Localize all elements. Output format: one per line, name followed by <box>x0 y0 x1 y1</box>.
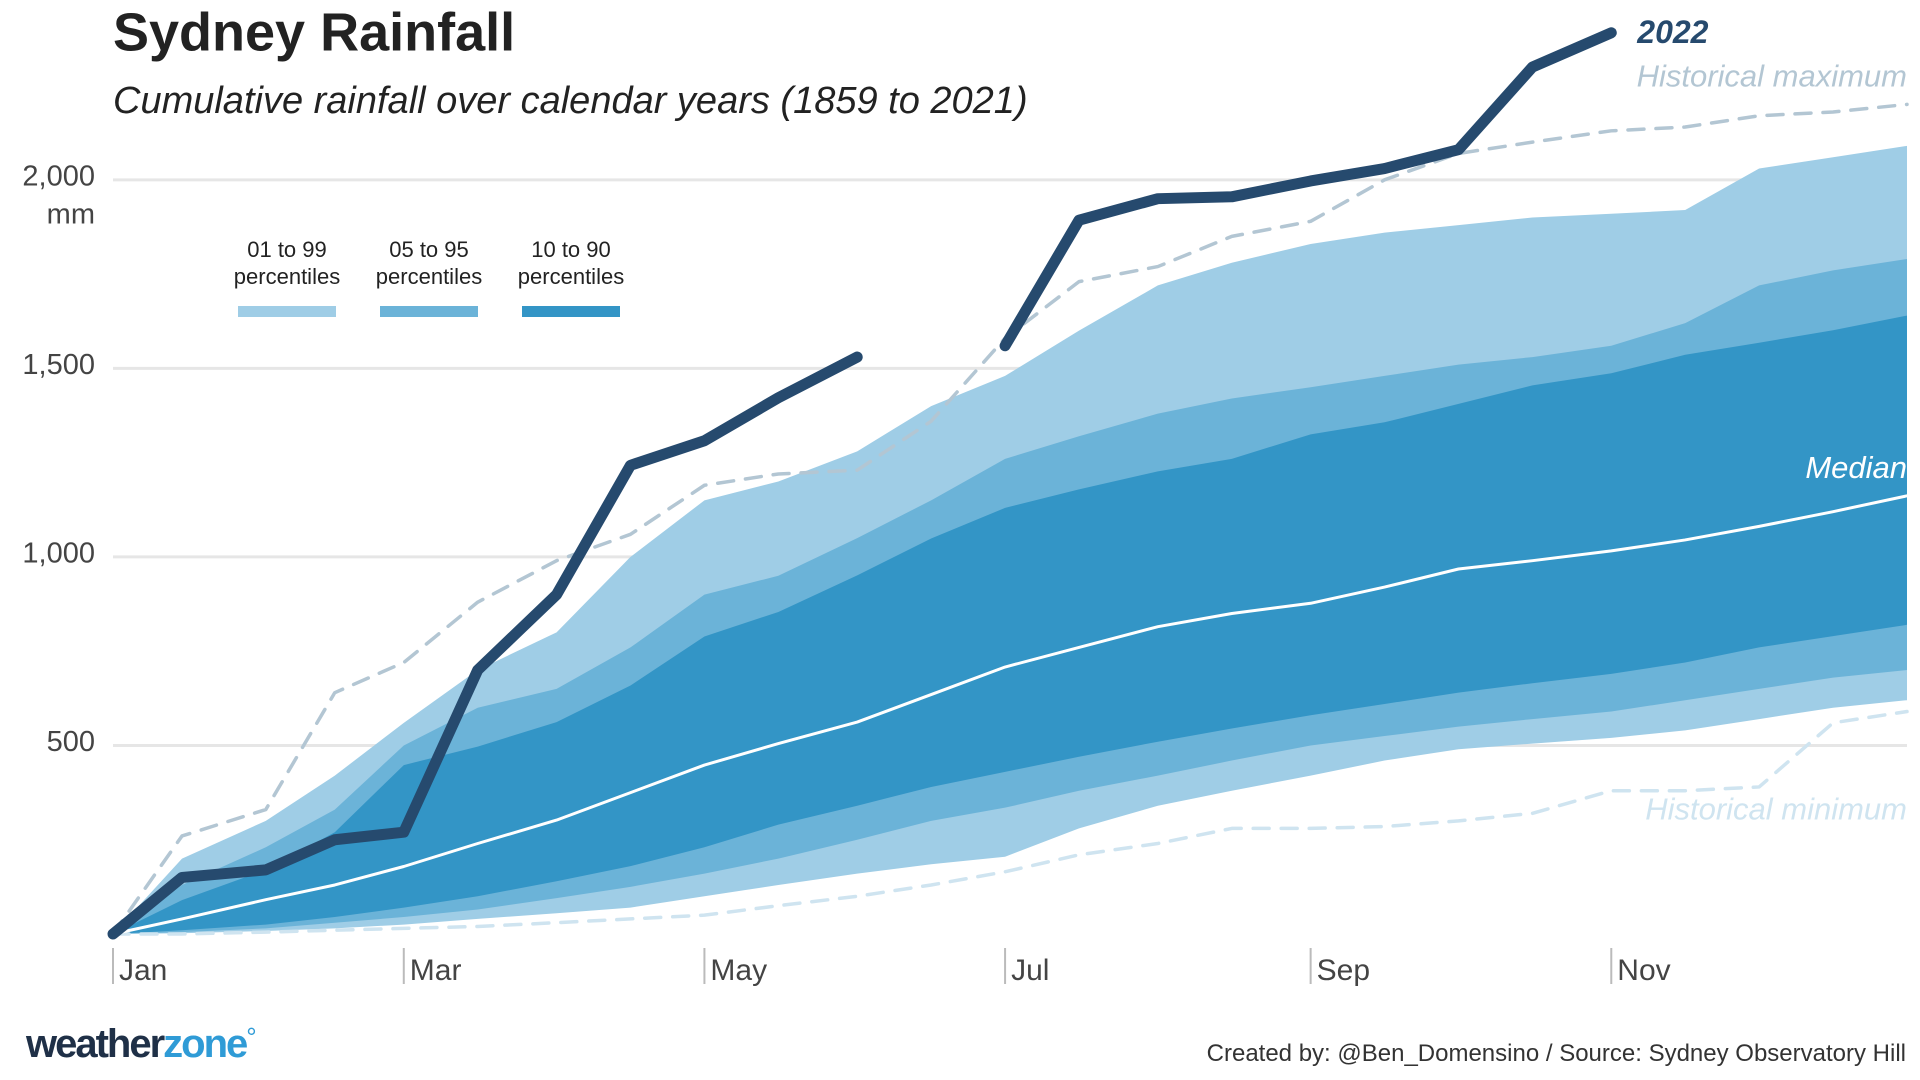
y-tick-label: 1,500 <box>22 349 95 381</box>
legend-label: 05 to 95 percentiles <box>375 237 483 289</box>
x-tick-label: Sep <box>1317 954 1370 987</box>
credit: Created by: @Ben_Domensino / Source: Syd… <box>1206 1040 1906 1067</box>
logo-part: weather <box>26 1022 165 1066</box>
percentile-band <box>113 315 1907 934</box>
y-tick-label: 1,000 <box>22 538 95 570</box>
legend-label: 10 to 90 percentiles <box>517 237 625 289</box>
line-label: Historical minimum <box>1645 792 1907 827</box>
chart-subtitle: Cumulative rainfall over calendar years … <box>113 80 1028 122</box>
legend-swatch <box>380 306 478 317</box>
legend-label: 01 to 99 percentiles <box>233 237 341 289</box>
logo-part: ° <box>246 1022 257 1052</box>
line <box>111 709 1909 936</box>
legend-swatch <box>522 306 620 317</box>
y-tick-label: 2,000 <box>22 160 95 192</box>
y-tick-label: 500 <box>47 726 95 758</box>
logo-part: zone <box>163 1022 248 1066</box>
chart-title: Sydney Rainfall <box>113 2 515 62</box>
x-tick-label: Nov <box>1617 954 1670 987</box>
line-label: 2022 <box>1636 14 1708 50</box>
y-unit: mm <box>47 198 95 230</box>
line <box>111 494 1909 936</box>
logo: weatherzone° <box>26 1022 257 1067</box>
legend-swatch <box>238 306 336 317</box>
line-label: Median <box>1805 450 1907 485</box>
x-tick-label: May <box>710 954 767 987</box>
x-tick-label: Mar <box>410 954 462 987</box>
x-tick-label: Jul <box>1011 954 1049 987</box>
line <box>107 27 1617 940</box>
line-label: Historical maximum <box>1637 59 1907 94</box>
x-tick-label: Jan <box>119 954 167 987</box>
